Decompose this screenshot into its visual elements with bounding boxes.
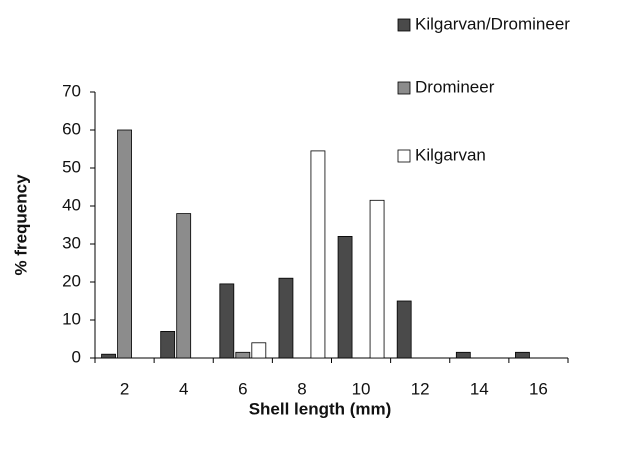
- x-axis-title: Shell length (mm): [249, 399, 392, 418]
- x-tick-label: 8: [297, 379, 306, 398]
- x-tick-label: 16: [529, 379, 548, 398]
- bar: [101, 353, 116, 359]
- bar: [455, 351, 471, 359]
- bar: [396, 300, 412, 359]
- y-tick-label: 30: [62, 233, 81, 252]
- bar: [278, 277, 294, 359]
- y-tick-label: 50: [62, 157, 81, 176]
- bar: [515, 351, 530, 359]
- y-tick-label: 70: [62, 81, 81, 100]
- legend-swatch: [397, 18, 411, 32]
- bar: [310, 150, 326, 359]
- y-tick-label: 60: [62, 119, 81, 138]
- x-tick-label: 4: [179, 379, 188, 398]
- y-tick-label: 20: [62, 271, 81, 290]
- y-axis-title: % frequency: [11, 174, 30, 276]
- legend-label: Kilgarvan: [415, 145, 486, 164]
- bar: [369, 199, 385, 359]
- bar: [337, 235, 353, 359]
- bar: [117, 129, 132, 359]
- bar: [160, 330, 176, 359]
- legend-swatch: [397, 149, 411, 163]
- y-tick-label: 10: [62, 309, 81, 328]
- legend-label: Dromineer: [415, 77, 495, 96]
- legend-label: Kilgarvan/Dromineer: [415, 14, 570, 33]
- bar: [251, 342, 267, 359]
- x-tick-label: 14: [470, 379, 489, 398]
- x-tick-label: 10: [352, 379, 371, 398]
- x-tick-label: 6: [238, 379, 247, 398]
- bar: [219, 283, 235, 359]
- bar: [176, 213, 192, 359]
- bar: [235, 351, 251, 359]
- y-tick-label: 0: [72, 347, 81, 366]
- x-tick-label: 12: [411, 379, 430, 398]
- x-tick-label: 2: [120, 379, 129, 398]
- legend-swatch: [397, 81, 411, 95]
- y-tick-label: 40: [62, 195, 81, 214]
